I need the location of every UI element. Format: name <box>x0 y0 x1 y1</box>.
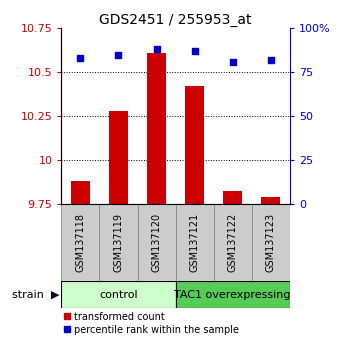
Point <box>78 55 83 61</box>
Point <box>268 57 273 63</box>
Bar <box>61 204 100 281</box>
Bar <box>223 191 242 204</box>
Text: TAC1 overexpressing: TAC1 overexpressing <box>175 290 291 300</box>
Point <box>192 48 197 54</box>
Text: GSM137122: GSM137122 <box>228 213 238 272</box>
Text: GSM137123: GSM137123 <box>266 213 276 272</box>
Text: GSM137120: GSM137120 <box>152 213 162 272</box>
Bar <box>109 111 128 204</box>
Point <box>154 46 159 52</box>
Bar <box>71 181 90 204</box>
Bar <box>261 196 280 204</box>
Bar <box>100 204 137 281</box>
Bar <box>176 204 214 281</box>
Bar <box>252 204 290 281</box>
Bar <box>137 204 176 281</box>
Bar <box>147 53 166 204</box>
Bar <box>61 281 176 308</box>
Legend: transformed count, percentile rank within the sample: transformed count, percentile rank withi… <box>59 308 243 338</box>
Bar <box>185 86 204 204</box>
Bar <box>214 204 252 281</box>
Bar <box>176 281 290 308</box>
Text: strain  ▶: strain ▶ <box>12 290 59 300</box>
Text: GSM137119: GSM137119 <box>114 213 123 272</box>
Point <box>116 52 121 57</box>
Title: GDS2451 / 255953_at: GDS2451 / 255953_at <box>99 13 252 27</box>
Text: GSM137121: GSM137121 <box>190 213 199 272</box>
Text: control: control <box>99 290 138 300</box>
Text: GSM137118: GSM137118 <box>75 213 85 272</box>
Point <box>230 59 235 64</box>
